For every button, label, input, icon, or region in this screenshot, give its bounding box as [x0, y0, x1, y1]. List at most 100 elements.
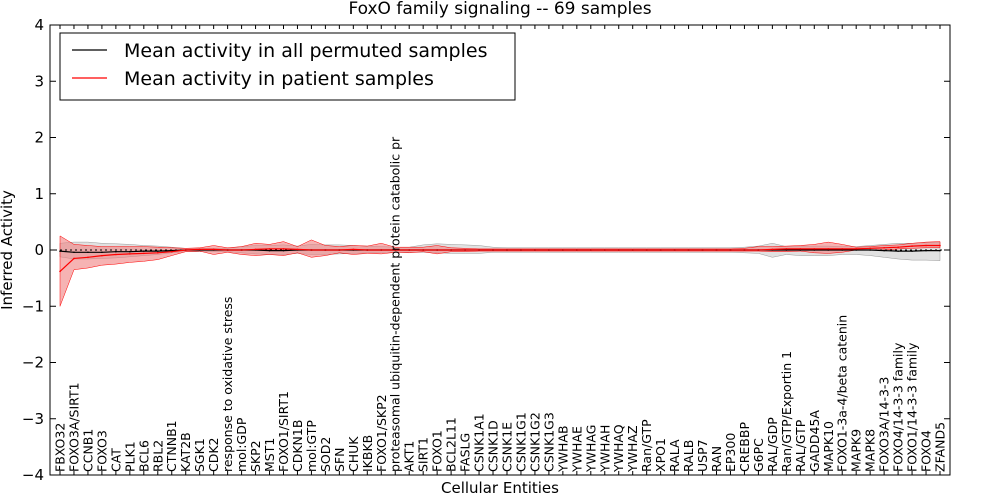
data-point-patient	[506, 249, 508, 251]
x-tick-label: GADD45A	[807, 410, 822, 472]
data-point-patient	[827, 248, 830, 250]
chart-title: FoxO family signaling -- 69 samples	[348, 0, 651, 19]
x-tick-label: Ran/GTP	[639, 419, 654, 472]
x-tick-label: KAT2B	[178, 432, 193, 472]
data-point-patient	[450, 249, 452, 251]
data-point-patient	[869, 247, 871, 250]
data-point-patient	[520, 249, 522, 251]
x-tick-label: CSNK1E	[500, 422, 515, 472]
data-point-patient	[380, 249, 383, 251]
data-point-permuted	[911, 250, 913, 252]
data-point-patient	[115, 253, 117, 256]
data-point-patient	[394, 249, 397, 251]
x-tick-label: RAL/GTP	[793, 419, 808, 472]
data-point-patient	[603, 249, 606, 251]
x-tick-label: mol:GTP	[304, 420, 319, 472]
x-tick-label: CHUK	[346, 436, 361, 472]
x-tick-label: FOXO1-3a-4/beta catenin	[835, 315, 850, 472]
data-point-patient	[813, 248, 816, 250]
data-point-patient	[338, 249, 341, 251]
data-point-patient	[478, 249, 480, 251]
x-tick-label: SFN	[332, 448, 347, 472]
data-point-permuted	[939, 249, 941, 252]
x-tick-label: FOXO1/SKP2	[374, 394, 389, 472]
data-point-patient	[59, 270, 61, 273]
data-point-patient	[562, 249, 564, 251]
x-tick-label: CSNK1A1	[472, 413, 487, 472]
x-tick-label: RALB	[681, 440, 696, 472]
plot-area	[50, 235, 950, 307]
x-tick-label: USP7	[695, 439, 710, 472]
data-point-permuted	[925, 249, 927, 252]
x-tick-label: YWHAE	[569, 426, 584, 473]
data-point-permuted	[115, 250, 117, 253]
data-point-permuted	[87, 251, 89, 254]
x-tick-label: CDK2	[206, 437, 221, 472]
band-patient	[59, 235, 941, 307]
x-tick-label: RAN	[709, 446, 724, 472]
data-point-patient	[87, 256, 89, 259]
y-tick-label: 4	[34, 16, 44, 34]
data-point-permuted	[827, 249, 830, 251]
data-point-permuted	[170, 249, 173, 252]
x-tick-label: YWHAQ	[611, 424, 626, 473]
data-point-patient	[198, 248, 201, 251]
y-tick-label: 2	[34, 129, 44, 147]
data-point-permuted	[883, 249, 885, 252]
data-point-patient	[925, 244, 927, 247]
x-tick-label: SGK1	[192, 438, 207, 472]
y-tick-label: −3	[22, 410, 44, 428]
x-tick-label: YWHAG	[583, 425, 598, 473]
data-point-patient	[631, 249, 634, 251]
data-point-patient	[226, 249, 229, 251]
data-point-permuted	[129, 250, 131, 253]
data-point-permuted	[59, 250, 61, 252]
data-point-patient	[184, 249, 187, 251]
data-point-patient	[422, 249, 424, 251]
x-tick-label: YWHAB	[555, 425, 570, 473]
data-point-patient	[883, 246, 885, 249]
data-point-permuted	[156, 250, 159, 252]
x-tick-label: FOXO1/14-3-3 family	[905, 342, 920, 472]
data-point-patient	[268, 248, 271, 250]
data-point-patient	[101, 254, 103, 257]
data-point-patient	[310, 249, 313, 251]
data-point-patient	[548, 249, 550, 251]
y-tick-label: 0	[34, 241, 44, 259]
data-point-patient	[785, 248, 788, 250]
data-point-permuted	[841, 249, 844, 251]
data-point-permuted	[268, 249, 271, 252]
data-point-patient	[129, 253, 131, 255]
x-tick-label: MAPK10	[821, 421, 836, 472]
data-point-permuted	[813, 249, 816, 251]
y-axis-label: Inferred Activity	[0, 190, 16, 310]
data-point-patient	[743, 249, 746, 251]
data-point-patient	[729, 249, 732, 251]
x-tick-label: G6PC	[751, 438, 766, 472]
data-point-permuted	[855, 249, 857, 251]
x-tick-label: CTNNB1	[164, 420, 179, 472]
x-tick-label: CSNK1G1	[514, 412, 529, 472]
data-point-patient	[240, 249, 243, 251]
legend-label-patient: Mean activity in patient samples	[124, 68, 434, 90]
x-tick-label: MAPK9	[849, 429, 864, 472]
x-tick-label: CCNB1	[80, 429, 95, 472]
x-tick-label: BCL6	[136, 440, 151, 472]
data-point-patient	[534, 249, 536, 251]
x-tick-label: RBL2	[150, 440, 165, 472]
x-axis-label: Cellular Entities	[441, 479, 559, 497]
x-tick-label: FOXO4	[919, 430, 934, 472]
x-tick-label: CSNK1D	[486, 420, 501, 472]
data-point-patient	[589, 249, 592, 251]
data-point-permuted	[101, 251, 103, 254]
x-tick-label: FOXO1/SIRT1	[276, 391, 291, 472]
data-point-patient	[436, 249, 438, 251]
data-point-permuted	[869, 249, 871, 251]
data-point-patient	[855, 248, 857, 250]
x-tick-label: MAPK8	[863, 429, 878, 472]
data-point-patient	[366, 249, 369, 251]
data-point-permuted	[143, 250, 145, 252]
data-point-patient	[939, 244, 941, 247]
x-tick-label: YWHAZ	[625, 425, 640, 473]
